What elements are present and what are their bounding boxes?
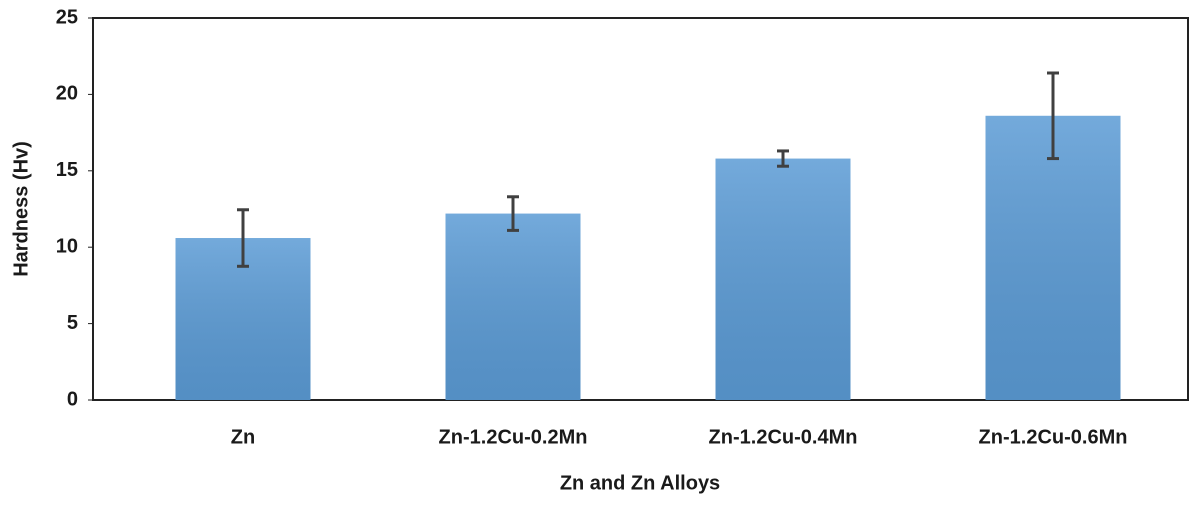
- y-axis-title: Hardness (Hv): [10, 141, 32, 277]
- y-tick-label: 15: [56, 159, 78, 181]
- y-tick-label: 0: [67, 388, 78, 410]
- y-tick-label: 5: [67, 312, 78, 334]
- x-tick-label: Zn: [231, 426, 255, 448]
- x-axis-title: Zn and Zn Alloys: [560, 472, 720, 494]
- bar-shade: [445, 213, 581, 400]
- bar-shade: [715, 158, 851, 400]
- y-tick-label: 10: [56, 235, 78, 257]
- bar-shade: [985, 115, 1121, 401]
- x-tick-label: Zn-1.2Cu-0.6Mn: [979, 426, 1128, 448]
- x-tick-label: Zn-1.2Cu-0.4Mn: [709, 426, 858, 448]
- plot-frame: [92, 17, 1189, 401]
- y-tick-label: 25: [56, 6, 78, 28]
- x-tick-label: Zn-1.2Cu-0.2Mn: [439, 426, 588, 448]
- y-tick-label: 20: [56, 83, 78, 105]
